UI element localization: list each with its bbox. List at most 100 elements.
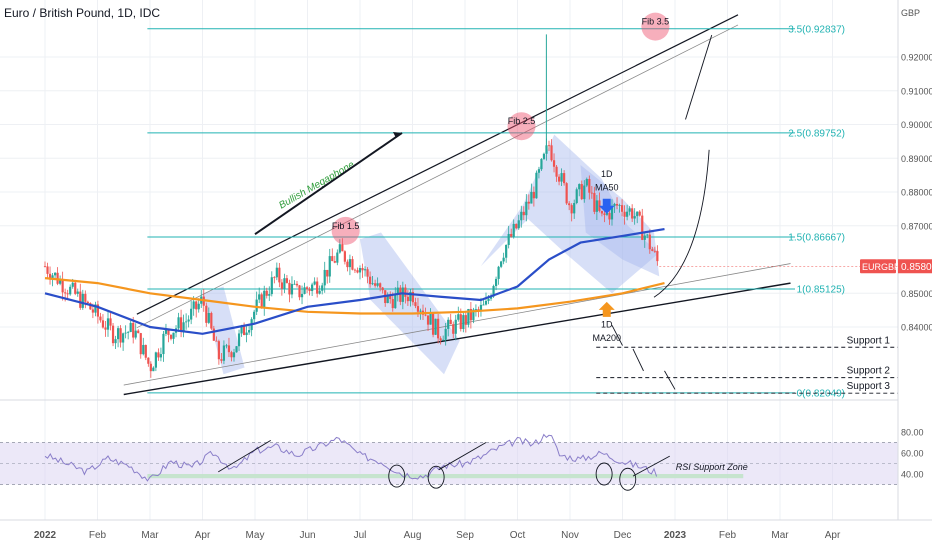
candle-body (336, 252, 339, 263)
candle-body (374, 283, 377, 286)
candle-body (48, 273, 52, 280)
candle-body (560, 173, 563, 182)
candle-body (492, 286, 495, 297)
channel-shade (480, 134, 660, 294)
candle-body (157, 352, 160, 358)
candle-body (462, 315, 465, 329)
candle-body (416, 306, 420, 312)
candle-body (106, 318, 110, 330)
candle-body (409, 291, 412, 302)
candle-body (172, 332, 175, 339)
x-tick-label: Apr (825, 530, 841, 541)
candle-body (500, 261, 503, 267)
x-tick-label: Apr (195, 530, 211, 541)
candle-body (515, 223, 518, 229)
rsi-circle (388, 464, 406, 488)
rsi-circle (595, 462, 613, 486)
fib-circle (507, 112, 536, 141)
candle-body (530, 191, 533, 204)
y-tick-label: 0.84000 (901, 323, 932, 333)
candle-body (64, 292, 67, 294)
candle-body (505, 244, 508, 258)
ma50-label-name: MA50 (595, 182, 619, 192)
candle-body (346, 261, 349, 268)
candle-body (313, 281, 316, 285)
candle-body (615, 203, 619, 206)
candle-body (268, 294, 271, 296)
x-tick-label: Mar (141, 530, 159, 541)
candle-body (295, 283, 299, 286)
candle-body (429, 313, 432, 325)
downside-arrow-2 (632, 348, 644, 372)
candle-body (542, 153, 546, 159)
candle-body (258, 294, 261, 300)
candle-body (79, 291, 82, 308)
y-tick-label: 0.89000 (901, 154, 932, 164)
candle-body (74, 282, 77, 294)
rsi-arrow (632, 455, 670, 477)
candle-body (192, 301, 195, 309)
pattern-shading (202, 134, 660, 375)
candle-body (479, 304, 483, 311)
pattern-arrowhead (393, 131, 402, 138)
candle-body (260, 294, 263, 308)
pattern-arrow (254, 132, 403, 236)
candle-body (623, 211, 626, 217)
candle-body (494, 278, 498, 287)
candle-body (507, 233, 510, 245)
candle-body (610, 205, 614, 220)
downside-arrow-1 (611, 325, 623, 346)
candle-body (86, 301, 89, 304)
candle-body (401, 287, 404, 302)
candle-body (643, 235, 646, 240)
candle-body (290, 284, 294, 295)
pattern-label: Bullish Megaphone (277, 159, 357, 211)
candle-body (502, 257, 505, 262)
x-tick-label: Jul (354, 530, 367, 541)
candle-body (253, 311, 256, 320)
candle-body (190, 308, 193, 320)
candle-body (593, 192, 596, 212)
candle-body (293, 283, 296, 285)
fib-circle (641, 12, 670, 41)
candle-body (631, 208, 634, 219)
candle-body (361, 268, 364, 271)
candle-body (132, 322, 135, 338)
candle-body (391, 299, 394, 309)
candle-body (437, 318, 440, 339)
currency-label: GBP (901, 8, 920, 18)
candle-body (431, 313, 435, 335)
fibonacci-levels: 3.5(0.92837) 2.5(0.89752) 1.5(0.86667) 1(0.… (147, 24, 845, 399)
rsi-panel: RSI Support Zone (0, 433, 898, 491)
candle-body (477, 309, 480, 311)
candle-body (333, 261, 336, 263)
rsi-arrow (438, 442, 487, 471)
candle-body (474, 309, 478, 310)
candle-body (517, 220, 520, 229)
candle-body (177, 317, 180, 329)
candle-body (653, 250, 656, 252)
candle-body (321, 285, 324, 291)
candle-body (449, 319, 452, 325)
y-tick-label: 0.91000 (901, 86, 932, 96)
candle-body (527, 201, 530, 204)
candle-body (61, 279, 64, 293)
ma200-label-period: 1D (601, 320, 613, 330)
ma50-label-period: 1D (601, 169, 613, 179)
candle-body (379, 283, 382, 288)
candle-body (46, 266, 49, 274)
candle-body (482, 304, 485, 306)
candle-body (300, 293, 304, 298)
candle-body (651, 249, 654, 251)
fib-circle-label: Fib 1.5 (332, 221, 360, 231)
ma200-line (44, 277, 665, 315)
candle-body (613, 203, 616, 206)
candle-body (84, 293, 87, 302)
projection-curve (653, 149, 710, 298)
rsi-support-zone (147, 474, 744, 479)
candle-body (217, 341, 220, 360)
fib-label: 0(0.82049) (797, 388, 845, 399)
candle-body (469, 308, 472, 321)
